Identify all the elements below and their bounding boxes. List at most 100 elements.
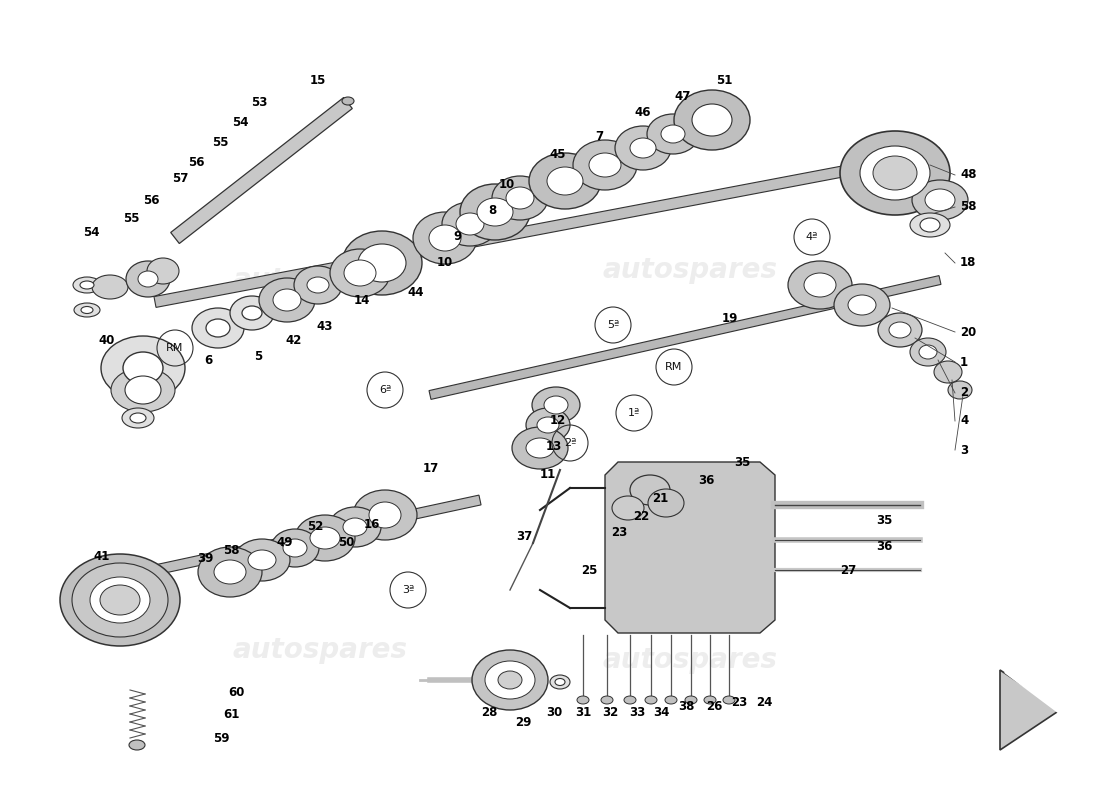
Ellipse shape [573, 140, 637, 190]
Ellipse shape [230, 296, 274, 330]
Ellipse shape [666, 696, 676, 704]
Text: 2: 2 [960, 386, 968, 399]
Text: 2ª: 2ª [564, 438, 576, 448]
Ellipse shape [126, 261, 170, 297]
Ellipse shape [485, 661, 535, 699]
Text: 51: 51 [716, 74, 733, 86]
Text: 55: 55 [123, 211, 140, 225]
Ellipse shape [73, 277, 101, 293]
Polygon shape [154, 495, 481, 575]
Ellipse shape [556, 678, 565, 686]
Ellipse shape [295, 515, 355, 561]
Text: 11: 11 [540, 469, 557, 482]
Ellipse shape [330, 249, 390, 297]
Ellipse shape [630, 138, 656, 158]
Ellipse shape [878, 313, 922, 347]
Ellipse shape [368, 502, 402, 528]
Ellipse shape [242, 306, 262, 320]
Ellipse shape [343, 518, 367, 536]
Text: 42: 42 [286, 334, 302, 346]
Ellipse shape [92, 275, 128, 299]
Text: 60: 60 [228, 686, 244, 699]
Ellipse shape [138, 271, 158, 287]
Ellipse shape [612, 496, 643, 520]
Ellipse shape [258, 278, 315, 322]
Ellipse shape [550, 675, 570, 689]
Ellipse shape [456, 213, 484, 235]
Text: 1: 1 [960, 355, 968, 369]
Ellipse shape [248, 550, 276, 570]
Text: 3ª: 3ª [402, 585, 414, 595]
Text: 48: 48 [960, 169, 977, 182]
Ellipse shape [273, 289, 301, 311]
Ellipse shape [685, 696, 697, 704]
Text: 9: 9 [453, 230, 461, 243]
Ellipse shape [925, 189, 955, 211]
Text: 23: 23 [610, 526, 627, 539]
Text: 31: 31 [575, 706, 591, 718]
Ellipse shape [723, 696, 735, 704]
Ellipse shape [704, 696, 716, 704]
Ellipse shape [934, 361, 962, 383]
Ellipse shape [412, 212, 477, 264]
Ellipse shape [834, 284, 890, 326]
Text: 54: 54 [82, 226, 99, 238]
Text: 4: 4 [960, 414, 968, 427]
Ellipse shape [307, 277, 329, 293]
Text: autospares: autospares [603, 646, 778, 674]
Ellipse shape [198, 547, 262, 597]
Ellipse shape [648, 489, 684, 517]
Ellipse shape [615, 126, 671, 170]
Text: 35: 35 [734, 455, 750, 469]
Text: 50: 50 [338, 535, 354, 549]
Ellipse shape [601, 696, 613, 704]
Ellipse shape [529, 153, 601, 209]
Ellipse shape [526, 438, 554, 458]
Text: 53: 53 [251, 97, 267, 110]
Ellipse shape [329, 507, 381, 547]
Ellipse shape [804, 273, 836, 297]
Ellipse shape [578, 696, 588, 704]
Ellipse shape [848, 295, 876, 315]
Ellipse shape [526, 408, 570, 442]
Polygon shape [170, 98, 352, 243]
Ellipse shape [442, 202, 498, 246]
Text: 27: 27 [840, 565, 856, 578]
Ellipse shape [129, 740, 145, 750]
Text: RM: RM [166, 343, 184, 353]
Text: 12: 12 [550, 414, 566, 427]
Text: 18: 18 [960, 257, 977, 270]
Ellipse shape [512, 427, 568, 469]
Ellipse shape [889, 322, 911, 338]
Ellipse shape [498, 671, 522, 689]
Text: 24: 24 [756, 695, 772, 709]
Ellipse shape [81, 306, 94, 314]
Ellipse shape [206, 319, 230, 337]
Text: 28: 28 [481, 706, 497, 718]
Ellipse shape [353, 490, 417, 540]
Text: 17: 17 [422, 462, 439, 474]
Text: 13: 13 [546, 441, 562, 454]
Ellipse shape [72, 563, 168, 637]
Ellipse shape [90, 577, 150, 623]
Text: 23: 23 [730, 695, 747, 709]
Ellipse shape [948, 381, 972, 399]
Ellipse shape [130, 413, 146, 423]
Text: 54: 54 [232, 117, 249, 130]
Text: 22: 22 [632, 510, 649, 523]
Ellipse shape [429, 225, 461, 251]
Text: 4ª: 4ª [806, 232, 818, 242]
Ellipse shape [506, 187, 534, 209]
Polygon shape [605, 462, 775, 633]
Text: 56: 56 [143, 194, 160, 206]
Text: 36: 36 [876, 541, 892, 554]
Text: 30: 30 [546, 706, 562, 718]
Text: 36: 36 [697, 474, 714, 486]
Text: 38: 38 [678, 701, 694, 714]
Text: 49: 49 [277, 535, 294, 549]
Text: 21: 21 [652, 493, 668, 506]
Ellipse shape [472, 650, 548, 710]
Ellipse shape [271, 529, 319, 567]
Ellipse shape [645, 696, 657, 704]
Text: autospares: autospares [603, 256, 778, 284]
